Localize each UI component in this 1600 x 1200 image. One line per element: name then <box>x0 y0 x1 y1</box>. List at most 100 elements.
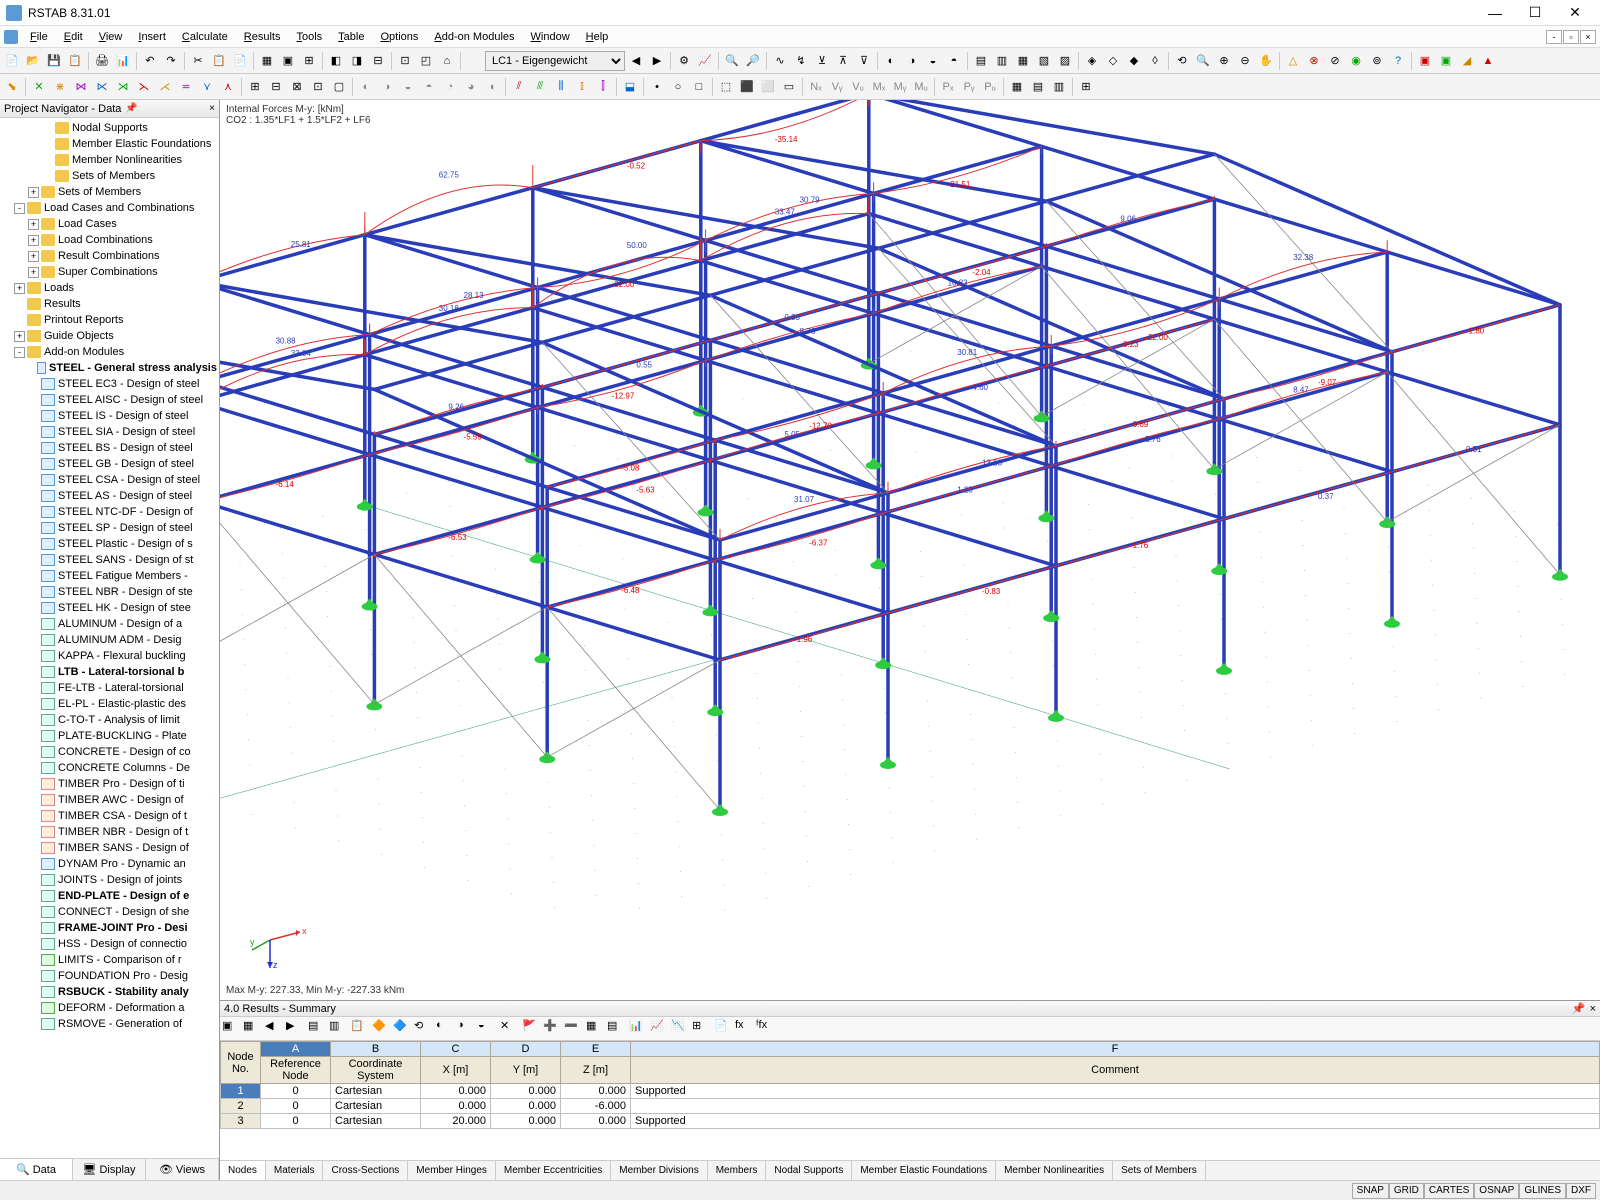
results-tb-button[interactable]: ⊞ <box>692 1019 712 1039</box>
tree-item-steel-as-design-of-steel[interactable]: STEEL AS - Design of steel <box>0 488 219 504</box>
r5-icon[interactable]: ⊽ <box>854 51 874 71</box>
r10-icon[interactable]: ▤ <box>971 51 991 71</box>
s1-icon[interactable]: ⬊ <box>2 77 22 97</box>
status-snap[interactable]: SNAP <box>1352 1183 1389 1199</box>
results-tb-button[interactable]: 🔷 <box>393 1019 413 1039</box>
tree-item-steel-plastic-design-of-s[interactable]: STEEL Plastic - Design of s <box>0 536 219 552</box>
s6-icon[interactable]: ⋊ <box>113 77 133 97</box>
tree-item-timber-nbr-design-of-t[interactable]: TIMBER NBR - Design of t <box>0 824 219 840</box>
l5-icon[interactable]: ⫿ <box>593 77 613 97</box>
menu-help[interactable]: Help <box>578 29 617 45</box>
results-tb-button[interactable]: ▶ <box>286 1019 306 1039</box>
results-tb-button[interactable]: ▤ <box>607 1019 627 1039</box>
results-tb-button[interactable]: ▣ <box>222 1019 242 1039</box>
results-icon[interactable]: 📈 <box>695 51 715 71</box>
close-button[interactable]: ✕ <box>1556 2 1594 24</box>
results-tab-nodal-supports[interactable]: Nodal Supports <box>766 1161 852 1180</box>
tree-item-steel-bs-design-of-steel[interactable]: STEEL BS - Design of steel <box>0 440 219 456</box>
tree-item-guide-objects[interactable]: +Guide Objects <box>0 328 219 344</box>
menu-view[interactable]: View <box>91 29 131 45</box>
results-tb-button[interactable]: ▦ <box>243 1019 263 1039</box>
n2-icon[interactable]: Vᵧ <box>827 77 847 97</box>
results-tab-member-elastic-foundations[interactable]: Member Elastic Foundations <box>852 1161 996 1180</box>
tree-item-steel-sia-design-of-steel[interactable]: STEEL SIA - Design of steel <box>0 424 219 440</box>
mdi-close[interactable]: × <box>1580 30 1596 44</box>
t1-icon[interactable]: ▦ <box>1007 77 1027 97</box>
s5-icon[interactable]: ⋉ <box>92 77 112 97</box>
table-row[interactable]: 30Cartesian20.0000.0000.000Supported <box>221 1114 1600 1129</box>
r2-icon[interactable]: ↯ <box>791 51 811 71</box>
b4-icon[interactable]: ▭ <box>779 77 799 97</box>
r1-icon[interactable]: ∿ <box>770 51 790 71</box>
e1-icon[interactable]: ▣ <box>1415 51 1435 71</box>
w5-icon[interactable]: ⊚ <box>1367 51 1387 71</box>
r16-icon[interactable]: ◇ <box>1103 51 1123 71</box>
grid3-icon[interactable]: ⊞ <box>299 51 319 71</box>
mdi-minimize[interactable]: - <box>1546 30 1562 44</box>
navigator-tree[interactable]: Nodal SupportsMember Elastic Foundations… <box>0 118 219 1158</box>
tree-item-timber-awc-design-of[interactable]: TIMBER AWC - Design of <box>0 792 219 808</box>
zoomfit-icon[interactable]: 🔍 <box>1193 51 1213 71</box>
s4-icon[interactable]: ⋈ <box>71 77 91 97</box>
tree-item-add-on-modules[interactable]: -Add-on Modules <box>0 344 219 360</box>
b3-icon[interactable]: ⬜ <box>758 77 778 97</box>
l4-icon[interactable]: ⫾ <box>572 77 592 97</box>
w2-icon[interactable]: ⊗ <box>1304 51 1324 71</box>
tree-item-steel-fatigue-members-[interactable]: STEEL Fatigue Members - <box>0 568 219 584</box>
tree-item-rsbuck-stability-analy[interactable]: RSBUCK - Stability analy <box>0 984 219 1000</box>
status-cartes[interactable]: CARTES <box>1424 1183 1474 1199</box>
s7-icon[interactable]: ⋋ <box>134 77 154 97</box>
m7-icon[interactable]: ◖ <box>482 77 502 97</box>
r17-icon[interactable]: ◆ <box>1124 51 1144 71</box>
report-icon[interactable]: 📊 <box>113 51 133 71</box>
r8-icon[interactable]: ◒ <box>923 51 943 71</box>
results-close-icon[interactable]: × <box>1590 1003 1596 1015</box>
paste-icon[interactable]: 📄 <box>230 51 250 71</box>
maximize-button[interactable]: ☐ <box>1516 2 1554 24</box>
results-tab-materials[interactable]: Materials <box>266 1161 324 1180</box>
tree-item-sets-of-members[interactable]: Sets of Members <box>0 168 219 184</box>
t2-icon[interactable]: ▤ <box>1028 77 1048 97</box>
m1-icon[interactable]: ◐ <box>356 77 376 97</box>
tree-item-dynam-pro-dynamic-an[interactable]: DYNAM Pro - Dynamic an <box>0 856 219 872</box>
g2-icon[interactable]: ⊟ <box>266 77 286 97</box>
n5-icon[interactable]: Mᵧ <box>890 77 910 97</box>
open-icon[interactable]: 📂 <box>23 51 43 71</box>
l1-icon[interactable]: ⫽ <box>509 77 529 97</box>
viewport-3d[interactable]: Internal Forces M-y: [kNm] CO2 : 1.35*LF… <box>220 100 1600 1000</box>
help-icon[interactable]: ? <box>1388 51 1408 71</box>
n8-icon[interactable]: Pᵧ <box>959 77 979 97</box>
copy-icon[interactable]: 📋 <box>209 51 229 71</box>
results-tb-button[interactable]: ➕ <box>543 1019 563 1039</box>
r18-icon[interactable]: ◊ <box>1145 51 1165 71</box>
r11-icon[interactable]: ▥ <box>992 51 1012 71</box>
tree-item-steel-sp-design-of-steel[interactable]: STEEL SP - Design of steel <box>0 520 219 536</box>
tree-item-load-cases[interactable]: +Load Cases <box>0 216 219 232</box>
save-icon[interactable]: 💾 <box>44 51 64 71</box>
l6-icon[interactable]: ⬓ <box>620 77 640 97</box>
e3-icon[interactable]: ◢ <box>1457 51 1477 71</box>
tree-item-kappa-flexural-buckling[interactable]: KAPPA - Flexural buckling <box>0 648 219 664</box>
results-tb-button[interactable]: ◒ <box>478 1019 498 1039</box>
tree-item-el-pl-elastic-plastic-des[interactable]: EL-PL - Elastic-plastic des <box>0 696 219 712</box>
tree-item-steel-ec3-design-of-steel[interactable]: STEEL EC3 - Design of steel <box>0 376 219 392</box>
print-icon[interactable]: 🖨 <box>92 51 112 71</box>
results-tb-button[interactable]: ▤ <box>308 1019 328 1039</box>
tree-item-timber-sans-design-of[interactable]: TIMBER SANS - Design of <box>0 840 219 856</box>
results-tab-member-eccentricities[interactable]: Member Eccentricities <box>496 1161 611 1180</box>
tree-item-nodal-supports[interactable]: Nodal Supports <box>0 120 219 136</box>
results-tb-button[interactable]: ⟲ <box>414 1019 434 1039</box>
pan-icon[interactable]: ✋ <box>1256 51 1276 71</box>
g5-icon[interactable]: ▢ <box>329 77 349 97</box>
loadcase-combo[interactable]: LC1 - Eigengewicht <box>485 51 625 71</box>
status-glines[interactable]: GLINES <box>1519 1183 1566 1199</box>
m3-icon[interactable]: ◒ <box>398 77 418 97</box>
w1-icon[interactable]: △ <box>1283 51 1303 71</box>
menu-file[interactable]: File <box>22 29 56 45</box>
results-tb-button[interactable]: 📈 <box>650 1019 670 1039</box>
tree-item-steel-csa-design-of-steel[interactable]: STEEL CSA - Design of steel <box>0 472 219 488</box>
tree-item-aluminum-adm-desig[interactable]: ALUMINUM ADM - Desig <box>0 632 219 648</box>
results-tb-button[interactable]: 📊 <box>629 1019 649 1039</box>
t3-icon[interactable]: ▥ <box>1049 77 1069 97</box>
s11-icon[interactable]: ⋏ <box>218 77 238 97</box>
